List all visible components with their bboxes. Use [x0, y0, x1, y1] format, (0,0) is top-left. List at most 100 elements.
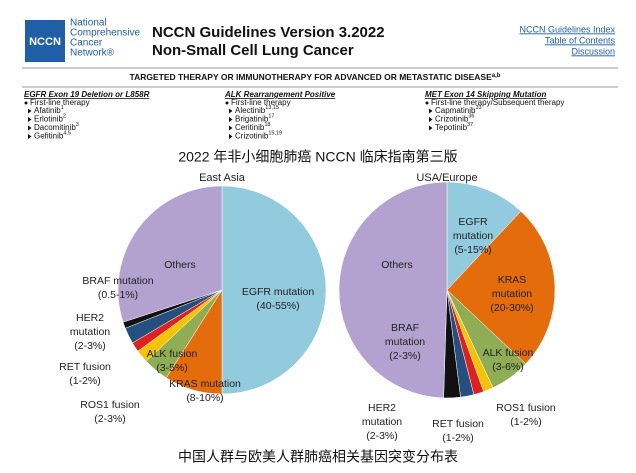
slice-label: (3-6%): [492, 361, 524, 373]
bullet: [28, 117, 32, 122]
slice-label: HER2: [368, 402, 396, 414]
column-heading: MET Exon 14 Skipping Mutation: [425, 90, 546, 99]
slice-label: (1-2%): [510, 416, 542, 428]
bullet: [229, 117, 233, 122]
drug: Brigatinib17: [235, 114, 274, 124]
drug: Ceritinib18: [235, 122, 270, 132]
slice-label: (2-3%): [94, 413, 126, 425]
bullet: [229, 125, 233, 131]
org-name: Cancer: [70, 38, 103, 49]
drug: Erlotinib2: [34, 114, 66, 124]
superscript: 2: [63, 114, 66, 120]
superscript: 15,19: [268, 131, 282, 137]
drug-name: Afatinib: [34, 106, 61, 115]
bullet: [225, 101, 229, 105]
bullet: [229, 108, 233, 114]
slice-label: (2-3%): [74, 340, 106, 352]
drug-name: Dacomitinib: [34, 123, 76, 132]
section-title-text: TARGETED THERAPY OR IMMUNOTHERAPY FOR AD…: [130, 72, 493, 82]
slice-label: (2-3%): [366, 430, 398, 442]
slice-label: mutation: [453, 230, 493, 242]
bullet: [28, 108, 32, 114]
pie-slice: [446, 181, 522, 291]
slice-label: ALK fusion: [483, 347, 534, 359]
slice-label: RET fusion: [59, 361, 111, 373]
bullet: [425, 101, 429, 105]
slice-label: Others: [164, 259, 196, 271]
slice-label: BRAF mutation: [82, 275, 153, 287]
slice-label: (2-3%): [389, 350, 421, 362]
org-name: National: [70, 18, 107, 29]
logo-box: [25, 20, 65, 62]
superscript: 3: [76, 122, 79, 128]
pie-slice: [221, 185, 327, 395]
drug-name: Alectinib: [235, 106, 266, 115]
bullet: [28, 125, 32, 131]
drug: Crizotinib15,19: [235, 131, 282, 141]
slice-label: EGFR mutation: [242, 286, 315, 298]
slice-label: (40-55%): [256, 300, 299, 312]
drug-name: Brigatinib: [235, 115, 269, 124]
logo-text: NCCN: [29, 36, 61, 48]
superscript: 13,15: [265, 105, 279, 111]
superscript: 36: [468, 114, 474, 120]
slice-label: EGFR: [458, 216, 488, 228]
slice-label: RET fusion: [432, 418, 484, 430]
column-subheading: First-line therapy: [231, 98, 291, 107]
slice-label: ALK fusion: [147, 348, 198, 360]
slice-label: Others: [381, 259, 413, 271]
nav-link[interactable]: Table of Contents: [545, 35, 616, 45]
bullet: [229, 134, 233, 139]
caption: 中国人群与欧美人群肺癌相关基因突变分布表: [178, 449, 458, 465]
drug-name: Capmatinib: [435, 106, 476, 115]
bullet: [28, 134, 32, 139]
slice-label: KRAS mutation: [169, 378, 241, 390]
superscript: 1: [61, 105, 64, 111]
drug-name: Crizotinib: [435, 115, 469, 124]
superscript: 18: [264, 122, 270, 128]
column-heading: ALK Rearrangement Positive: [224, 90, 336, 99]
guideline-title: NCCN Guidelines Version 3.2022: [152, 24, 385, 41]
slice-label: (0.5-1%): [98, 289, 138, 301]
drug: Dacomitinib3: [34, 122, 79, 132]
drug: Tepotinib37: [435, 122, 473, 132]
slice-label: mutation: [385, 336, 425, 348]
slice-label: (8-10%): [186, 392, 223, 404]
drug: Afatinib1: [34, 105, 64, 115]
drug-name: Crizotinib: [235, 132, 269, 141]
slice-label: KRAS: [498, 274, 527, 286]
slice-label: BRAF: [391, 322, 419, 334]
bullet: [429, 117, 433, 122]
bullet: [429, 108, 433, 114]
slice-label: (20-30%): [490, 302, 533, 314]
slice-label: ROS1 fusion: [80, 399, 140, 411]
pie-slice: [117, 185, 223, 323]
drug: Alectinib13,15: [235, 105, 279, 115]
column-subheading: First-line therapy/Subsequent therapy: [431, 98, 564, 107]
nav-link[interactable]: NCCN Guidelines Index: [519, 24, 615, 34]
caption: 2022 年非小细胞肺癌 NCCN 临床指南第三版: [178, 149, 457, 165]
slice-label: (3-5%): [156, 362, 188, 374]
pie-slice: [446, 210, 556, 365]
pie-title: East Asia: [199, 172, 246, 184]
superscript: 37: [467, 122, 473, 128]
slice-label: (1-2%): [442, 432, 474, 444]
slice-label: mutation: [70, 326, 110, 338]
slice-label: (5-15%): [454, 244, 491, 256]
slice-label: ROS1 fusion: [496, 402, 556, 414]
section-title: TARGETED THERAPY OR IMMUNOTHERAPY FOR AD…: [130, 72, 501, 82]
org-name: Network®: [70, 48, 115, 59]
superscript: a,b: [492, 73, 501, 79]
drug-name: Erlotinib: [34, 115, 63, 124]
nav-link[interactable]: Discussion: [571, 46, 615, 56]
bullet: [429, 125, 433, 131]
drug: Gefitinib4,5: [34, 131, 71, 141]
slice-label: mutation: [362, 416, 402, 428]
pie-slice: [338, 181, 448, 399]
superscript: 17: [268, 114, 274, 120]
column-heading: EGFR Exon 19 Deletion or L858R: [24, 90, 150, 99]
slice-label: mutation: [492, 288, 532, 300]
slice-label: (1-2%): [69, 375, 101, 387]
